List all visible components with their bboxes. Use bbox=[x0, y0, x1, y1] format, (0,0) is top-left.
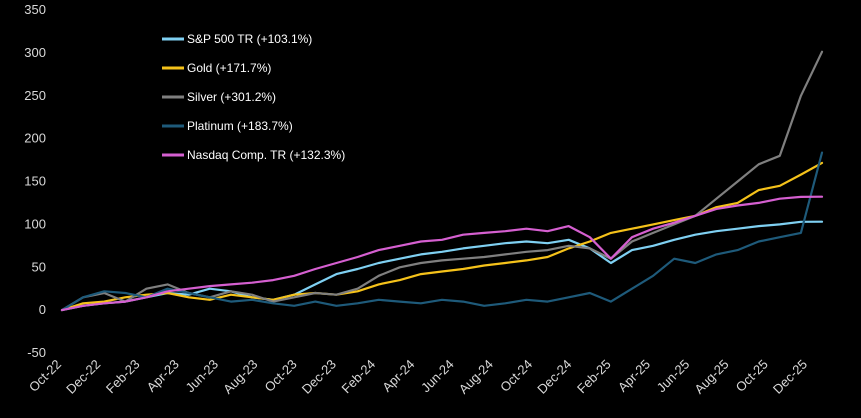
y-tick-label: 350 bbox=[24, 2, 46, 17]
y-tick-label: 300 bbox=[24, 45, 46, 60]
y-tick-label: 100 bbox=[24, 216, 46, 231]
x-tick-label: Apr-23 bbox=[144, 357, 182, 395]
x-tick-label: Oct-23 bbox=[262, 357, 300, 395]
x-tick-label: Aug-25 bbox=[691, 357, 731, 397]
series-line-4 bbox=[60, 195, 824, 312]
y-axis-ticks: 350 300 250 200 150 100 50 0 -50 bbox=[24, 2, 46, 360]
legend-label: Gold (+171.7%) bbox=[187, 61, 271, 75]
x-tick-label: Jun-24 bbox=[418, 357, 457, 396]
x-tick-label: Aug-23 bbox=[220, 357, 260, 397]
x-tick-label: Oct-25 bbox=[733, 357, 771, 395]
y-tick-label: 50 bbox=[32, 259, 46, 274]
x-tick-label: Feb-24 bbox=[338, 357, 378, 397]
x-tick-label: Dec-24 bbox=[534, 357, 574, 397]
x-tick-label: Jun-23 bbox=[182, 357, 221, 396]
series-line-3 bbox=[60, 151, 824, 312]
x-tick-label: Feb-23 bbox=[103, 357, 143, 397]
y-tick-label: 200 bbox=[24, 131, 46, 146]
y-tick-label: 250 bbox=[24, 88, 46, 103]
y-tick-label: -50 bbox=[27, 345, 46, 360]
x-tick-label: Dec-25 bbox=[770, 357, 810, 397]
y-tick-label: 0 bbox=[39, 302, 46, 317]
legend-label: S&P 500 TR (+103.1%) bbox=[187, 32, 312, 46]
x-tick-label: Aug-24 bbox=[456, 357, 496, 397]
x-tick-label: Jun-25 bbox=[654, 357, 693, 396]
x-tick-label: Apr-24 bbox=[379, 357, 417, 395]
x-tick-label: Apr-25 bbox=[615, 357, 653, 395]
x-tick-label: Feb-25 bbox=[574, 357, 614, 397]
x-tick-label: Oct-24 bbox=[497, 357, 535, 395]
series-lines bbox=[60, 50, 824, 312]
x-axis-ticks: Oct-22 Dec-22 Feb-23 Apr-23 Jun-23 Aug-23 Oct-… bbox=[26, 357, 810, 397]
y-tick-label: 150 bbox=[24, 174, 46, 189]
legend-label: Silver (+301.2%) bbox=[187, 90, 276, 104]
legend-label: Nasdaq Comp. TR (+132.3%) bbox=[187, 148, 345, 162]
x-tick-label: Dec-23 bbox=[299, 357, 339, 397]
series-line-0 bbox=[60, 220, 824, 312]
x-tick-label: Oct-22 bbox=[26, 357, 64, 395]
x-tick-label: Dec-22 bbox=[63, 357, 103, 397]
legend-label: Platinum (+183.7%) bbox=[187, 119, 293, 133]
legend: S&P 500 TR (+103.1%) Gold (+171.7%) Silver… bbox=[162, 32, 345, 162]
